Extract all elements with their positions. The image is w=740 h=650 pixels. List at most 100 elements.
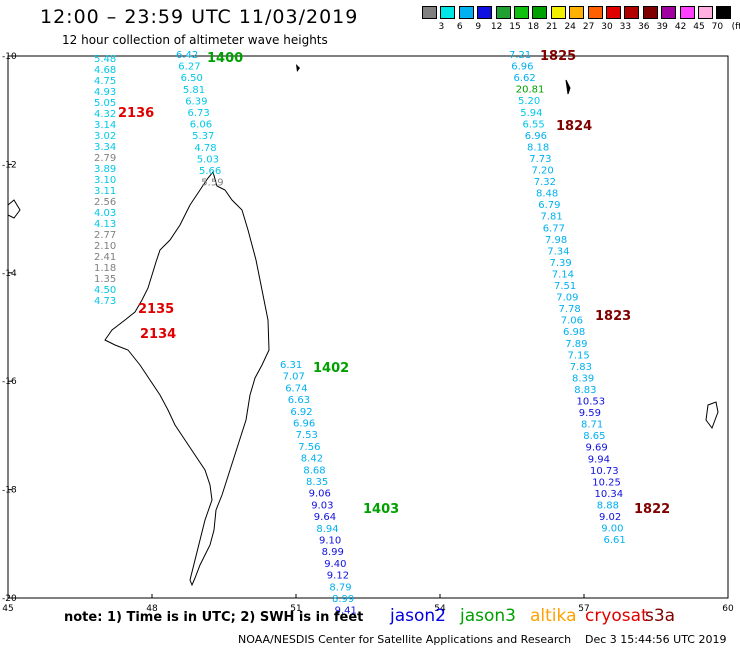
colorbar-label: 9 <box>475 22 482 32</box>
wave-height-value: 6.63 <box>288 395 310 406</box>
wave-height-value: 7.34 <box>547 246 569 257</box>
page-subtitle: 12 hour collection of altimeter wave hei… <box>62 33 328 47</box>
wave-height-value: 3.89 <box>94 164 116 175</box>
wave-height-value: 6.96 <box>293 419 315 430</box>
satellite-legend-item: s3a <box>645 606 676 626</box>
wave-height-value: 5.20 <box>518 96 540 107</box>
lat-tick-label: -14 <box>2 269 17 279</box>
colorbar-label: 18 <box>527 22 540 32</box>
satellite-legend-item: altika <box>530 606 577 626</box>
wave-height-value: 7.20 <box>532 166 554 177</box>
wave-height-value: 5.03 <box>197 154 219 165</box>
lat-tick-label: -12 <box>2 160 17 170</box>
wave-height-value: 9.64 <box>314 512 336 523</box>
footer-credit: NOAA/NESDIS Center for Satellite Applica… <box>238 633 572 646</box>
wave-height-value: 8.39 <box>572 373 594 384</box>
wave-height-value: 8.35 <box>306 477 328 488</box>
coastline-fragment <box>7 199 21 219</box>
wave-height-value: 7.21 <box>509 50 531 61</box>
wave-height-value: 7.51 <box>554 281 576 292</box>
track-time-label: 1822 <box>634 502 670 517</box>
wave-height-value: 5.48 <box>94 54 116 65</box>
lon-tick-label: 45 <box>2 604 13 614</box>
colorbar-label: 15 <box>509 22 521 32</box>
wave-height-value: 6.61 <box>604 535 626 546</box>
wave-height-value: 6.79 <box>538 200 560 211</box>
wave-height-value: 1.35 <box>94 274 116 285</box>
wave-height-value: 7.15 <box>568 350 590 361</box>
wave-height-value: 2.79 <box>94 153 116 164</box>
wave-height-value: 8.71 <box>581 420 603 431</box>
colorbar-label: 45 <box>693 22 705 32</box>
wave-height-value: 8.48 <box>536 189 558 200</box>
colorbar-label: 6 <box>456 22 463 32</box>
wave-height-value: 4.93 <box>94 87 116 98</box>
wave-height-value: 9.00 <box>601 524 623 535</box>
track-time-label: 2136 <box>118 106 154 121</box>
lon-tick-label: 51 <box>290 604 301 614</box>
track-time-label: 2135 <box>138 302 174 317</box>
colorbar-swatch <box>477 6 493 19</box>
small-island <box>296 64 300 72</box>
wave-height-value: 2.10 <box>94 241 116 252</box>
wave-height-value: 6.92 <box>290 407 312 418</box>
wave-height-value: 10.53 <box>577 397 606 408</box>
wave-height-value: 8.88 <box>597 500 619 511</box>
wave-height-value: 8.18 <box>527 142 549 153</box>
wave-height-value: 7.83 <box>570 362 592 373</box>
wave-height-value: 4.03 <box>94 208 116 219</box>
map-frame <box>7 55 729 599</box>
wave-height-value: 5.59 <box>201 178 223 189</box>
wave-height-value: 4.50 <box>94 285 116 296</box>
track-time-label: 1400 <box>207 51 243 66</box>
wave-height-value: 8.68 <box>303 465 325 476</box>
colorbar-label: 3 <box>438 22 445 32</box>
colorbar-swatch <box>624 6 640 19</box>
lat-tick-label: -18 <box>2 486 17 496</box>
colorbar-label: 12 <box>490 22 503 32</box>
wave-height-value: 5.37 <box>192 131 214 142</box>
wave-height-value: 7.14 <box>552 269 574 280</box>
track-time-label: 1824 <box>556 119 592 134</box>
wave-height-value: 2.77 <box>94 230 116 241</box>
wave-height-value: 8.94 <box>316 524 338 535</box>
lat-tick-label: -16 <box>2 377 17 387</box>
wave-height-value: 6.06 <box>190 120 212 131</box>
wave-height-value: 4.78 <box>194 143 216 154</box>
wave-height-value: 10.25 <box>592 477 621 488</box>
footer-note: note: 1) Time is in UTC; 2) SWH is in fe… <box>64 610 364 625</box>
wave-height-value: 3.10 <box>94 175 116 186</box>
satellite-legend-item: jason3 <box>460 606 516 626</box>
lat-tick-label: -20 <box>2 594 17 604</box>
colorbar-swatch <box>698 6 713 19</box>
wave-height-value: 8.79 <box>329 582 351 593</box>
wave-height-value: 8.99 <box>332 594 354 605</box>
footer-date: Dec 3 15:44:56 UTC 2019 <box>585 633 727 646</box>
wave-height-value: 8.42 <box>301 454 323 465</box>
wave-height-value: 4.73 <box>94 296 116 307</box>
wave-height-value: 5.81 <box>183 85 205 96</box>
wave-height-value: 6.55 <box>523 119 545 130</box>
wave-height-value: 3.11 <box>94 186 116 197</box>
wave-height-value: 9.41 <box>335 606 357 617</box>
colorbar-swatch <box>532 6 548 19</box>
lon-tick-label: 60 <box>722 604 734 614</box>
wave-height-value: 6.96 <box>525 131 547 142</box>
wave-height-value: 7.07 <box>283 372 305 383</box>
wave-height-value: 7.39 <box>550 258 572 269</box>
wave-height-value: 9.69 <box>586 443 608 454</box>
wave-height-value: 5.05 <box>94 98 116 109</box>
wave-height-value: 8.99 <box>322 547 344 558</box>
colorbar-swatch <box>495 6 511 19</box>
reef-island <box>565 79 571 95</box>
wave-height-value: 2.41 <box>94 252 116 263</box>
wave-height-value: 9.03 <box>311 500 333 511</box>
wave-height-value: 7.73 <box>529 154 551 165</box>
wave-height-value: 8.65 <box>583 431 605 442</box>
wave-height-value: 6.31 <box>280 360 302 371</box>
wave-height-value: 9.06 <box>309 489 331 500</box>
colorbar-label: 33 <box>619 22 632 32</box>
wave-height-value: 7.53 <box>296 430 318 441</box>
mauritius-coastline <box>705 401 719 430</box>
